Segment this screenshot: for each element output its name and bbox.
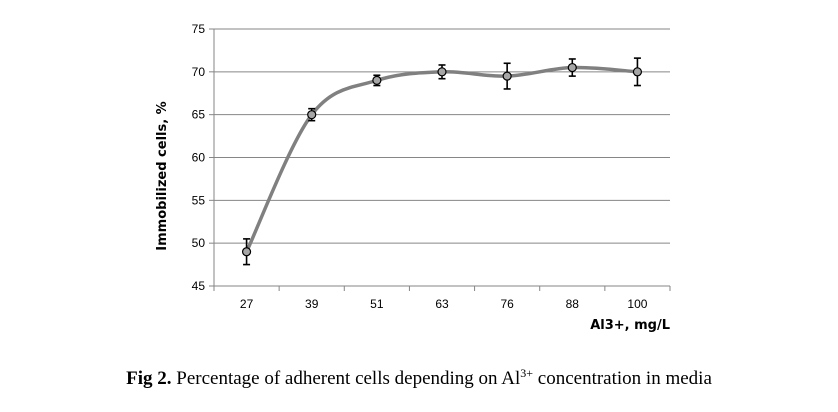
series-line bbox=[244, 65, 640, 254]
caption-text-end: concentration in media bbox=[533, 368, 712, 389]
tick-labels: 45 50 55 60 65 70 75 27 39 51 63 76 88 100 bbox=[192, 22, 648, 311]
y-tick-label: 65 bbox=[192, 108, 206, 122]
data-point bbox=[241, 247, 252, 257]
axes bbox=[209, 28, 671, 291]
y-tick-label: 60 bbox=[192, 151, 206, 165]
gridlines bbox=[214, 28, 670, 244]
x-tick-label: 51 bbox=[370, 297, 384, 311]
series bbox=[241, 57, 643, 266]
y-tick-label: 75 bbox=[192, 22, 206, 36]
data-point bbox=[437, 67, 447, 77]
x-tick-label: 27 bbox=[240, 297, 254, 311]
data-point bbox=[567, 62, 577, 73]
x-tick-label: 39 bbox=[305, 297, 319, 311]
x-tick-label: 76 bbox=[500, 297, 514, 311]
y-axis-title: Immobilized cells, % bbox=[155, 101, 170, 250]
caption-label: Fig 2. bbox=[126, 368, 172, 389]
y-tick-label: 45 bbox=[192, 279, 206, 293]
x-axis-title: Al3+, mg/L bbox=[590, 318, 670, 333]
x-tick-label: 63 bbox=[435, 297, 449, 311]
line-chart: 45 50 55 60 65 70 75 27 39 51 63 76 88 100 Al3+, mg/L… bbox=[155, 22, 671, 333]
y-tick-label: 70 bbox=[192, 65, 206, 79]
data-point bbox=[307, 110, 317, 120]
data-point bbox=[372, 75, 382, 86]
caption-superscript: 3+ bbox=[520, 366, 534, 380]
figure-caption: Fig 2. Percentage of adherent cells depe… bbox=[0, 366, 838, 390]
x-tick-label: 100 bbox=[627, 297, 647, 311]
x-tick-label: 88 bbox=[566, 297, 580, 311]
data-point bbox=[632, 67, 643, 77]
y-tick-label: 50 bbox=[192, 236, 206, 250]
y-tick-label: 55 bbox=[192, 193, 206, 207]
caption-text: Percentage of adherent cells depending o… bbox=[171, 368, 521, 389]
data-point bbox=[502, 71, 512, 81]
